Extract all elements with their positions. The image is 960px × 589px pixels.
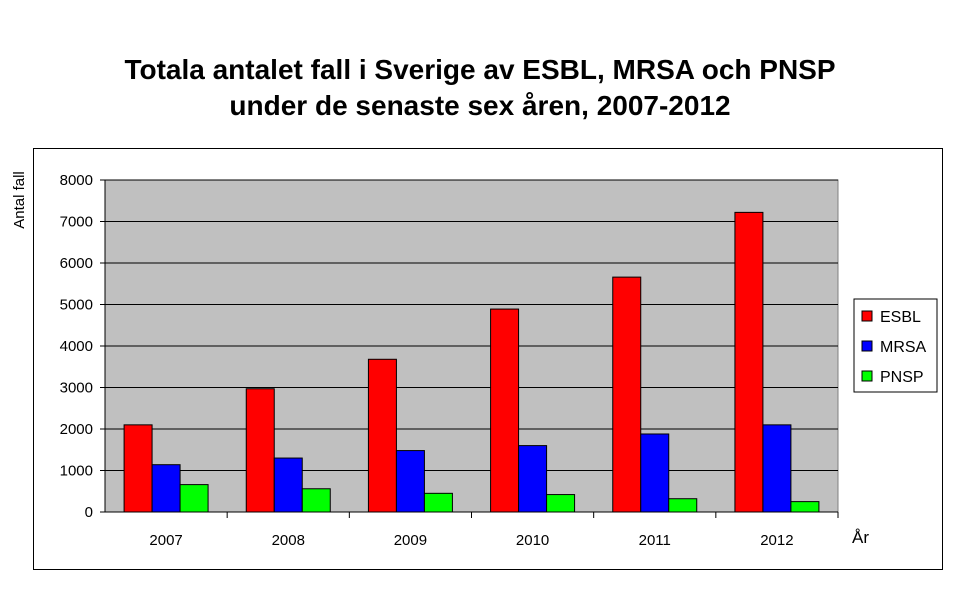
y-axis-label: Antal fall: [11, 171, 28, 229]
y-tick-labels: 0 1000 2000 3000 4000 5000 6000 7000 8000: [60, 172, 93, 521]
y-tick-label: 3000: [60, 380, 93, 397]
legend-label-esbl: ESBL: [880, 309, 921, 326]
x-tick-label: 2009: [394, 532, 427, 549]
chart-frame: [33, 148, 943, 570]
y-tick-label: 0: [85, 504, 93, 521]
y-tick-label: 4000: [60, 338, 93, 355]
bar-esbl: [734, 211, 764, 513]
legend-label-pnsp: PNSP: [880, 369, 924, 386]
x-tick-label: 2010: [516, 532, 549, 549]
chart-title: Totala antalet fall i Sverige av ESBL, M…: [0, 52, 960, 124]
x-tick-label: 2011: [639, 532, 671, 549]
chart-title-line-1: Totala antalet fall i Sverige av ESBL, M…: [124, 54, 836, 85]
legend-swatch-esbl: [861, 310, 873, 322]
x-tick-labels: 2007 2008 2009 2010 2011 2012: [149, 532, 793, 549]
bar-esbl: [123, 424, 153, 513]
bar-pnsp: [301, 488, 331, 513]
bar-pnsp: [423, 492, 453, 513]
legend-swatch-pnsp: [861, 370, 873, 382]
y-tick-label: 7000: [60, 214, 93, 231]
x-tick-label: 2008: [272, 532, 305, 549]
bar-mrsa: [151, 464, 181, 513]
gridlines: [100, 179, 838, 513]
bar-mrsa: [640, 433, 670, 513]
bar-esbl: [367, 358, 397, 513]
y-tick-label: 5000: [60, 297, 93, 314]
bar-esbl: [245, 388, 275, 513]
bar-esbl: [490, 308, 520, 513]
bar-mrsa: [395, 450, 425, 513]
x-tick-label: 2012: [760, 532, 793, 549]
bar-pnsp: [790, 501, 820, 513]
bar-mrsa: [762, 424, 792, 513]
bar-pnsp: [668, 498, 698, 513]
bar-pnsp: [179, 484, 209, 513]
legend: ESBL MRSA PNSP: [853, 298, 938, 393]
x-tick-label: 2007: [149, 532, 182, 549]
chart-title-line-2: under de senaste sex åren, 2007-2012: [229, 90, 731, 121]
legend-label-mrsa: MRSA: [880, 339, 927, 356]
x-axis-label: År: [852, 528, 869, 547]
legend-swatch-mrsa: [861, 340, 873, 352]
bar-mrsa: [273, 457, 303, 513]
y-tick-label: 2000: [60, 421, 93, 438]
bar-mrsa: [518, 445, 548, 513]
y-tick-label: 8000: [60, 172, 93, 189]
axes: [104, 180, 839, 518]
y-tick-label: 6000: [60, 255, 93, 272]
bar-pnsp: [546, 494, 576, 513]
bars: [123, 211, 820, 513]
bar-esbl: [612, 276, 642, 513]
y-tick-label: 1000: [60, 463, 93, 480]
